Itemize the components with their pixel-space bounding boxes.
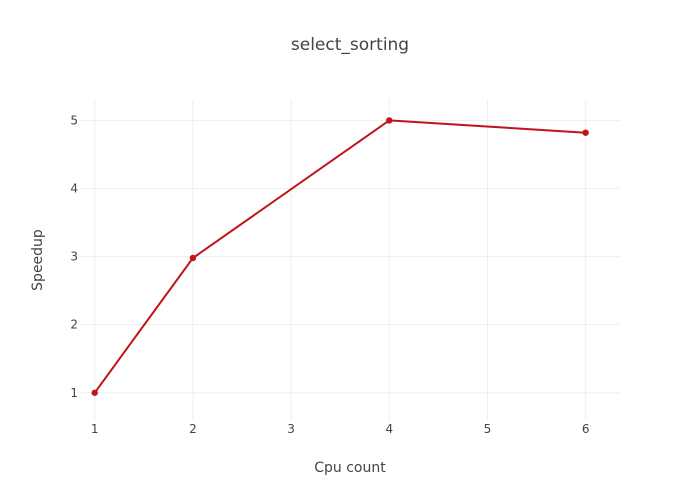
- x-tick-label: 4: [385, 422, 393, 436]
- x-tick-label: 5: [484, 422, 492, 436]
- data-point: [582, 129, 589, 136]
- series-layer: [91, 117, 589, 396]
- x-tick-label: 3: [287, 422, 295, 436]
- y-tick-label: 3: [70, 250, 78, 264]
- x-axis-label: Cpu count: [314, 460, 386, 476]
- x-tick-labels: 1 2 3 4 5 6: [91, 422, 590, 436]
- y-axis-label: Speedup: [30, 229, 46, 291]
- data-point: [91, 389, 98, 396]
- y-tick-label: 5: [70, 113, 78, 127]
- x-tick-label: 1: [91, 422, 99, 436]
- chart-title: select_sorting: [291, 35, 409, 55]
- series-line: [93, 119, 586, 394]
- data-point: [386, 117, 393, 124]
- y-tick-labels: 1 2 3 4 5: [70, 113, 78, 399]
- x-tick-label: 6: [582, 422, 590, 436]
- y-tick-label: 2: [70, 318, 78, 332]
- y-gridlines: [80, 119, 620, 394]
- x-tick-label: 2: [189, 422, 197, 436]
- x-gridlines: [94, 100, 587, 420]
- data-point: [189, 254, 197, 262]
- y-tick-label: 1: [70, 386, 78, 400]
- y-tick-label: 4: [70, 182, 78, 196]
